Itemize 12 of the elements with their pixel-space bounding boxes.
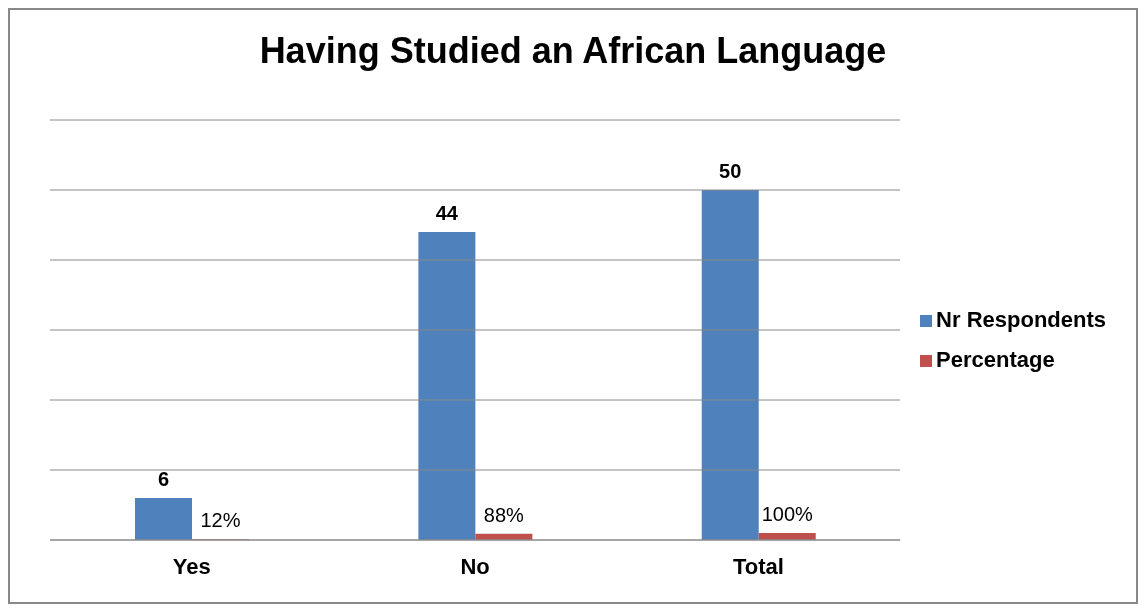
- chart-title: Having Studied an African Language: [258, 30, 888, 73]
- data-label: 100%: [761, 503, 814, 525]
- data-label: 6: [157, 468, 170, 490]
- data-label: 44: [435, 202, 459, 224]
- x-tick-label: Yes: [172, 553, 211, 579]
- x-tick-label: No: [460, 553, 490, 579]
- x-tick-label: Total: [732, 553, 784, 579]
- data-label: 88%: [483, 503, 525, 526]
- data-label: 12%: [200, 509, 241, 532]
- data-label: 50: [719, 160, 742, 182]
- legend-label: Nr Respondents: [936, 307, 1106, 332]
- legend-label: Percentage: [936, 347, 1055, 372]
